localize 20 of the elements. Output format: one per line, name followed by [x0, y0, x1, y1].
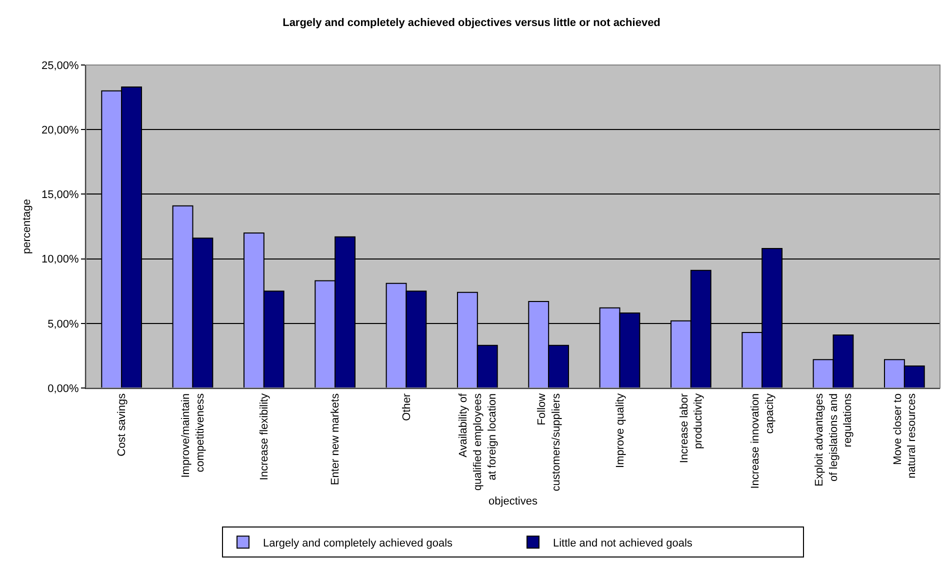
x-tick-label: Other — [400, 393, 413, 421]
y-tick-label: 0,00% — [48, 382, 80, 395]
x-tick-label: Availability of qualified employees at foreign location — [458, 392, 498, 491]
legend-label: Largely and completely achieved goals — [263, 537, 454, 550]
y-tick-label: 15,00% — [41, 189, 80, 202]
x-tick-label: Increase innovation capacity — [750, 392, 776, 489]
y-tick-label: 10,00% — [41, 254, 80, 266]
x-tick-label: Improve/maintain competitiveness — [180, 392, 206, 478]
x-tick-label: Increase labor productivity — [678, 392, 705, 464]
x-axis-title: objectives — [488, 495, 538, 508]
y-tick-label: 5,00% — [48, 318, 80, 330]
y-tick-label: 20,00% — [41, 124, 80, 136]
x-tick-label: Cost savings — [116, 392, 128, 456]
x-tick-label: Increase flexibility — [258, 392, 270, 480]
y-tick-label: 25,00% — [41, 60, 80, 72]
y-axis-title: percentage — [21, 198, 34, 254]
chart-title: Largely and completely achieved objectives versus little or not achieved — [282, 16, 660, 29]
legend-label: Little and not achieved goals — [553, 537, 693, 550]
x-tick-label: Improve quality — [614, 392, 626, 468]
x-tick-label: Enter new markets — [330, 392, 342, 486]
